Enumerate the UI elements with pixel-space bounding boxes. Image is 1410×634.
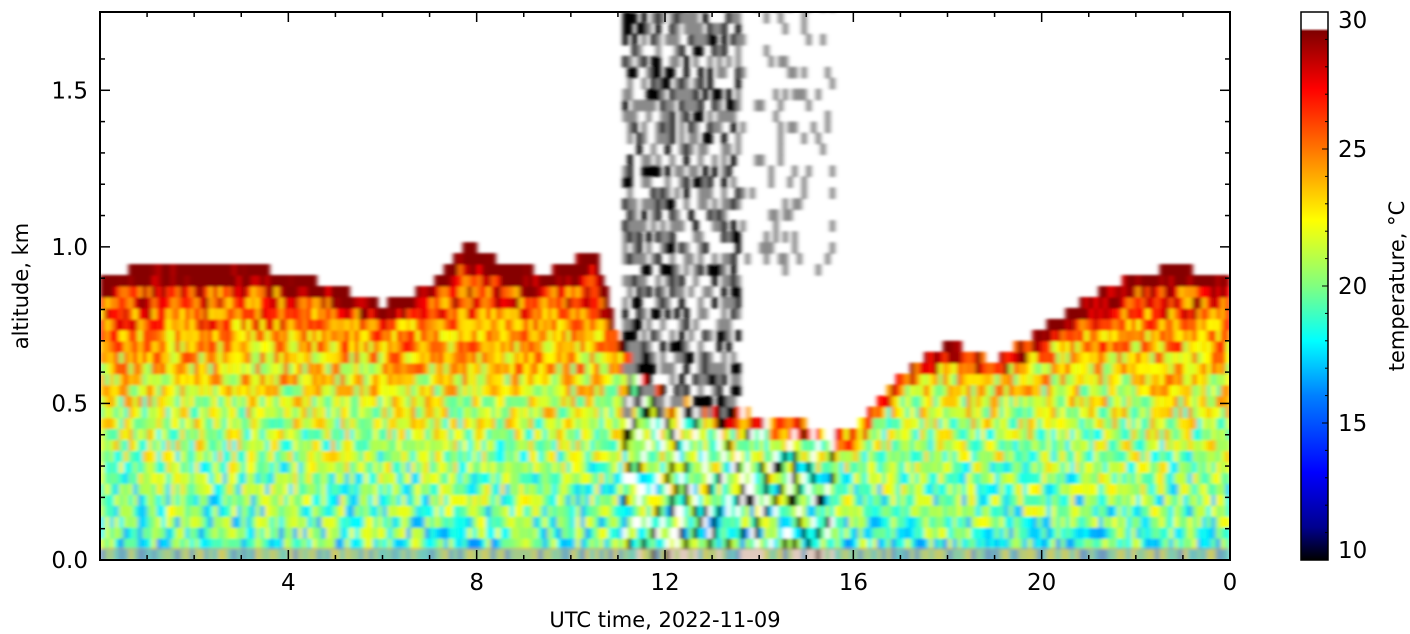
colorbar-tick-label: 30 [1338,8,1367,34]
colorbar-tick-label: 25 [1338,137,1367,163]
y-tick-label: 0.0 [51,548,88,574]
x-tick-label: 0 [1223,570,1238,596]
x-axis: 4 8 12 16 20 0 [146,12,1238,596]
x-tick-label: 12 [650,570,679,596]
colorbar-tick-label: 10 [1338,538,1367,564]
colorbar-tick-label: 15 [1338,411,1367,437]
colorbar-tick-label: 20 [1338,274,1367,300]
y-tick-label: 0.5 [51,391,88,417]
x-tick-label: 8 [469,570,484,596]
y-tick-label: 1.5 [51,78,88,104]
x-axis-label: UTC time, 2022-11-09 [549,608,780,632]
x-tick-label: 16 [839,570,868,596]
colorbar: 10 15 20 25 30 temperature, °C [1300,8,1409,564]
colorbar-label: temperature, °C [1385,201,1409,372]
y-tick-label: 1.0 [51,235,88,261]
x-tick-label: 20 [1027,570,1056,596]
y-axis: 0.0 0.5 1.0 1.5 [51,58,1230,574]
heatmap-area [100,12,1230,560]
x-tick-label: 4 [281,570,296,596]
y-axis-label: altitude, km [9,223,33,350]
